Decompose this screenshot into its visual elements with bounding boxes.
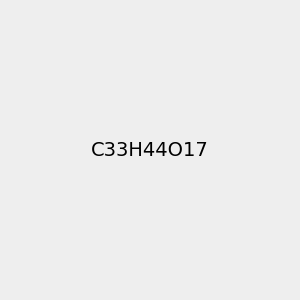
- Text: C33H44O17: C33H44O17: [91, 140, 209, 160]
